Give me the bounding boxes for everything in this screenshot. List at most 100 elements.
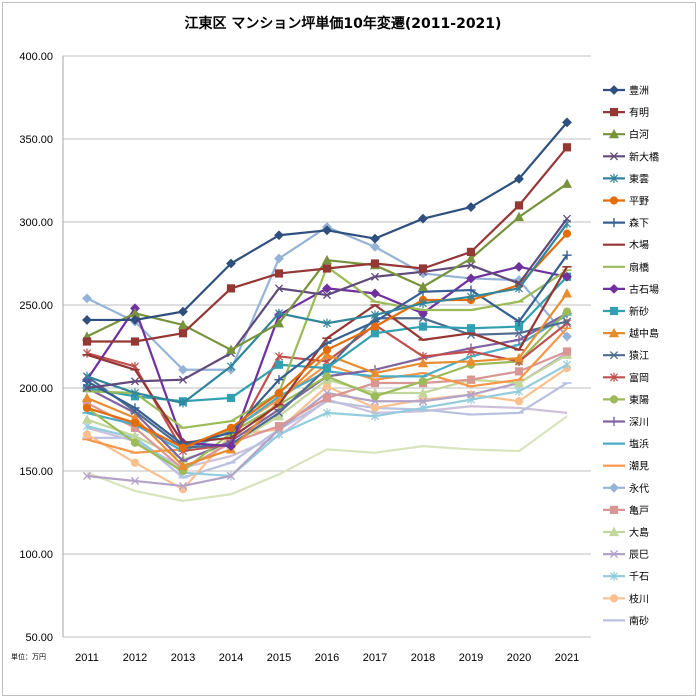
data-point <box>274 375 284 385</box>
legend-item: 扇橋 <box>603 261 649 274</box>
legend-marker <box>609 372 619 382</box>
data-point <box>513 211 525 222</box>
data-point <box>466 292 476 302</box>
legend-label: 新大橋 <box>629 150 659 163</box>
legend-label: 有明 <box>629 106 649 119</box>
legend-item: 猿江 <box>603 349 649 362</box>
data-point <box>466 324 476 333</box>
y-tick-label: 200.00 <box>19 383 53 395</box>
data-point <box>562 331 572 342</box>
legend-marker <box>609 395 619 404</box>
data-point <box>130 458 140 467</box>
data-point <box>322 408 332 418</box>
data-point <box>82 430 92 439</box>
data-point <box>466 247 476 256</box>
data-point <box>274 388 284 398</box>
legend-item: 白河 <box>603 128 649 141</box>
legend-item: 亀戸 <box>603 504 649 517</box>
data-point <box>514 386 524 396</box>
data-point <box>226 258 236 269</box>
data-point <box>130 418 140 427</box>
legend-item: 枝川 <box>603 592 649 605</box>
legend-label: 亀戸 <box>629 504 649 517</box>
data-point <box>562 229 572 238</box>
data-point <box>274 408 284 417</box>
data-point <box>82 315 92 325</box>
data-point <box>418 264 428 273</box>
data-point <box>370 272 380 281</box>
legend-marker <box>608 128 620 139</box>
data-point <box>274 360 284 369</box>
legend-marker <box>609 594 619 603</box>
y-tick-label: 100.00 <box>19 549 53 561</box>
legend-label: 南砂 <box>629 614 649 627</box>
data-point <box>418 213 428 224</box>
data-point <box>178 329 188 338</box>
data-point <box>178 375 188 384</box>
data-point <box>273 318 285 328</box>
legend-item: 潮見 <box>603 460 649 473</box>
legend-item: 平野 <box>603 196 649 208</box>
data-point <box>274 422 284 431</box>
legend-label: 塩浜 <box>629 438 649 451</box>
data-point <box>370 329 380 338</box>
data-point <box>465 356 477 366</box>
y-tick-label: 300.00 <box>19 217 53 229</box>
data-point <box>561 288 573 298</box>
data-point <box>418 397 428 406</box>
data-point <box>562 317 572 326</box>
data-point <box>274 269 284 278</box>
data-point <box>82 371 92 381</box>
data-point <box>370 233 380 244</box>
data-point <box>130 438 140 447</box>
x-tick-label: 2019 <box>459 652 483 664</box>
data-point <box>466 375 476 384</box>
legend-label: 木場 <box>629 239 649 252</box>
legend-label: 深川 <box>629 417 649 429</box>
data-point <box>514 329 524 338</box>
data-point <box>418 322 428 331</box>
data-point <box>178 306 188 317</box>
x-tick-label: 2013 <box>171 652 195 664</box>
data-point <box>130 403 140 413</box>
data-point <box>562 214 572 223</box>
legend-label: 越中島 <box>629 327 659 340</box>
data-point <box>130 377 140 386</box>
legend-label: 大島 <box>629 526 649 539</box>
legend-label: 古石場 <box>629 283 659 296</box>
data-point <box>418 314 428 323</box>
legend-item: 東陽 <box>603 393 649 406</box>
data-point <box>418 377 428 386</box>
legend-label: 新砂 <box>629 305 649 318</box>
data-point <box>274 351 284 362</box>
legend-label: 白河 <box>629 128 649 141</box>
data-point <box>322 363 332 373</box>
legend-marker <box>609 196 619 205</box>
legend-label: 平野 <box>629 196 649 208</box>
series-4 <box>82 219 572 408</box>
data-point <box>81 392 93 403</box>
legend-label: 潮見 <box>629 460 649 473</box>
legend-label: 枝川 <box>629 592 649 605</box>
x-tick-label: 2018 <box>411 652 435 664</box>
data-point <box>418 403 428 413</box>
legend-item: 有明 <box>603 106 649 119</box>
legend-label: 扇橋 <box>629 261 649 274</box>
series-0 <box>82 117 572 325</box>
data-point <box>562 271 572 282</box>
data-point <box>274 284 284 293</box>
x-tick-label: 2021 <box>555 652 579 664</box>
legend-marker <box>609 550 619 559</box>
legend-item: 豊洲 <box>603 84 649 97</box>
data-point <box>322 382 332 391</box>
x-tick-label: 2017 <box>363 652 387 664</box>
legend: 豊洲有明白河新大橋東雲平野森下木場扇橋古石場新砂越中島猿江富岡東陽深川塩浜潮見永… <box>603 84 659 627</box>
data-point <box>370 403 380 413</box>
data-point <box>322 393 332 403</box>
data-point <box>178 481 188 490</box>
legend-marker <box>608 526 620 537</box>
data-point <box>322 264 332 273</box>
data-point <box>514 201 524 210</box>
data-point <box>226 441 236 452</box>
